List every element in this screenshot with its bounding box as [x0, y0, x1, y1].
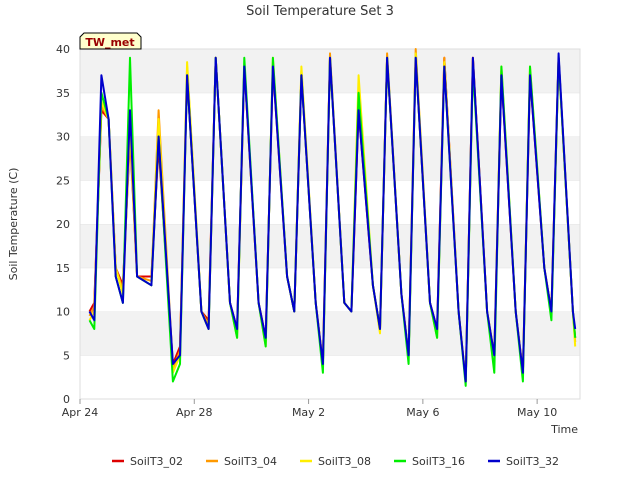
legend-label: SoilT3_04: [224, 455, 277, 468]
y-tick-label: 10: [56, 306, 70, 319]
y-tick-label: 30: [56, 131, 70, 144]
x-axis-title: Time: [550, 423, 578, 436]
chart-title: Soil Temperature Set 3: [246, 4, 394, 19]
legend-label: SoilT3_08: [318, 455, 371, 468]
y-tick-label: 25: [56, 174, 70, 187]
y-tick-label: 35: [56, 87, 70, 100]
x-tick-label: May 2: [292, 406, 325, 419]
legend-label: SoilT3_16: [412, 455, 465, 468]
series-lines: [88, 48, 577, 387]
grid-bands: [80, 48, 580, 399]
y-axis-title: Soil Temperature (C): [7, 168, 20, 281]
x-tick-label: May 6: [406, 406, 439, 419]
legend-label: SoilT3_02: [130, 455, 183, 468]
grid-band: [80, 267, 580, 312]
y-tick-label: 40: [56, 43, 70, 56]
legend: SoilT3_02 SoilT3_04 SoilT3_08 SoilT3_16 Soil…: [112, 455, 559, 468]
y-tick-label: 20: [56, 218, 70, 231]
y-axis-ticks: 0 5 10 15 20 25 30 35 40: [56, 43, 70, 406]
y-tick-label: 5: [63, 349, 70, 362]
grid-band: [80, 136, 580, 181]
x-tick-label: May 10: [517, 406, 557, 419]
x-axis-ticks: Apr 24 Apr 28 May 2 May 6 May 10: [62, 399, 557, 419]
station-badge: TW_met: [79, 32, 142, 50]
plot-frame: [79, 48, 581, 400]
grid-band: [80, 311, 580, 356]
y-tick-label: 0: [63, 393, 70, 406]
x-tick-label: Apr 24: [62, 406, 99, 419]
x-tick-label: Apr 28: [176, 406, 213, 419]
station-badge-label: TW_met: [85, 36, 134, 49]
grid-band: [80, 355, 580, 399]
series-line-SoilT3_32: [88, 52, 577, 383]
station-badge-shape: [79, 32, 142, 50]
y-tick-label: 15: [56, 262, 70, 275]
legend-label: SoilT3_32: [506, 455, 559, 468]
